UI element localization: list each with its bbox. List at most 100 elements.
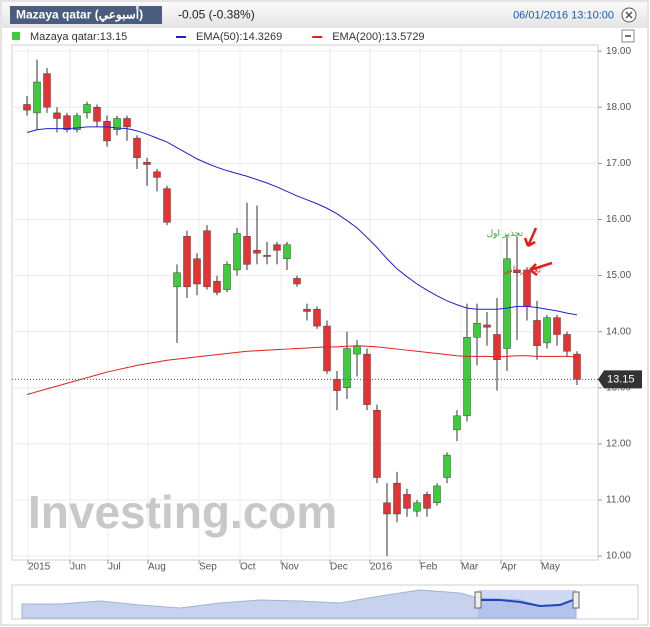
watermark: Investing.com: [28, 486, 337, 538]
candle-body: [73, 115, 81, 130]
candle-body: [23, 104, 31, 111]
candle-body: [243, 236, 251, 265]
candle-body: [83, 104, 91, 114]
legend-main: Mazaya qatar:13.15: [30, 31, 127, 43]
candle-body: [113, 118, 121, 130]
candle-body: [373, 409, 381, 478]
candle-body: [333, 379, 341, 391]
candle-body: [403, 494, 411, 509]
candle-body: [573, 353, 581, 380]
close-icon: [625, 11, 633, 19]
candle-body: [353, 345, 361, 355]
candle-body: [383, 502, 391, 515]
candle-body: [273, 244, 281, 251]
candle-body: [43, 73, 51, 108]
candle-body: [283, 244, 291, 259]
x-tick-label: Oct: [240, 562, 256, 573]
candle-body: [323, 325, 331, 372]
title-box: [10, 6, 162, 24]
candle-body: [263, 255, 271, 257]
x-tick-label: Dec: [330, 562, 348, 573]
candle-body: [293, 278, 301, 285]
arrow: [529, 261, 553, 277]
last-price-box: [598, 370, 642, 389]
candle-body: [223, 264, 231, 290]
legend-bar: [2, 28, 647, 44]
candle-body: [53, 112, 61, 119]
navigator-handle[interactable]: [474, 591, 482, 609]
y-tick-label: 10.00: [606, 551, 631, 562]
x-tick-label: Sep: [199, 562, 217, 573]
candle-body: [163, 188, 171, 223]
candle-body: [133, 137, 141, 159]
candle-body: [413, 502, 421, 512]
arrow: [523, 227, 538, 248]
last-price-label: 13.15: [607, 373, 635, 385]
navigator-line: [478, 598, 577, 608]
candle-body: [153, 171, 161, 178]
candle-body: [183, 236, 191, 288]
candle-body: [253, 250, 261, 254]
x-tick-label: Jun: [70, 562, 86, 573]
candle-body: [563, 334, 571, 352]
candle-body: [233, 233, 241, 271]
candle-body: [533, 320, 541, 346]
x-tick-label: Feb: [420, 562, 438, 573]
title: Mazaya qatar (أسبوعي): [16, 7, 143, 23]
candle-body: [143, 161, 151, 165]
candle-body: [513, 269, 521, 274]
y-tick-label: 18.00: [606, 102, 631, 113]
candle-body: [193, 258, 201, 285]
candle-body: [453, 415, 461, 431]
candle-body: [213, 280, 221, 293]
candle-body: [343, 348, 351, 389]
candle-body: [63, 115, 71, 130]
datetime: 06/01/2016 13:10:00: [513, 9, 614, 21]
y-tick-label: 11.00: [606, 495, 631, 506]
candle-body: [423, 494, 431, 509]
candle-body: [463, 337, 471, 417]
x-tick-label: May: [541, 562, 560, 573]
x-tick-label: Apr: [501, 562, 517, 573]
y-tick-label: 15.00: [606, 270, 631, 281]
candle-body: [483, 324, 491, 328]
candle-body: [553, 317, 561, 335]
y-tick-label: 17.00: [606, 158, 631, 169]
ema-line: [26, 126, 578, 316]
candle-body: [123, 118, 131, 128]
x-tick-label: Mar: [461, 562, 479, 573]
candle-body: [433, 485, 441, 504]
x-tick-label: 2016: [370, 562, 393, 573]
y-tick-label: 12.00: [606, 439, 631, 450]
candle-body: [103, 121, 111, 142]
candle-body: [443, 454, 451, 478]
candle-body: [33, 81, 41, 114]
candle-body: [303, 308, 311, 312]
legend-icon: [12, 32, 20, 40]
legend-label: EMA(200):13.5729: [332, 31, 424, 43]
y-tick-label: 14.00: [606, 326, 631, 337]
x-tick-label: Aug: [148, 562, 166, 573]
annotation: تحذير ثاني: [503, 264, 542, 275]
candle-body: [543, 317, 551, 344]
x-tick-label: Jul: [108, 562, 121, 573]
candle-body: [493, 334, 501, 360]
ema-line: [26, 345, 578, 395]
y-tick-label: 19.00: [606, 46, 631, 57]
navigator-handle[interactable]: [572, 591, 580, 609]
candle-body: [393, 482, 401, 515]
candle-body: [93, 107, 101, 122]
annotation: تحذير اول: [487, 228, 524, 239]
y-tick-label: 16.00: [606, 214, 631, 225]
legend-label: EMA(50):14.3269: [196, 31, 282, 43]
x-tick-label: 2015: [28, 562, 51, 573]
candle-body: [503, 258, 511, 349]
candle-body: [173, 272, 181, 288]
candle-body: [473, 323, 481, 338]
change: -0.05 (-0.38%): [178, 8, 255, 22]
candle-body: [203, 230, 211, 288]
candle-body: [523, 269, 531, 307]
candle-body: [313, 308, 321, 327]
x-tick-label: Nov: [281, 562, 299, 573]
